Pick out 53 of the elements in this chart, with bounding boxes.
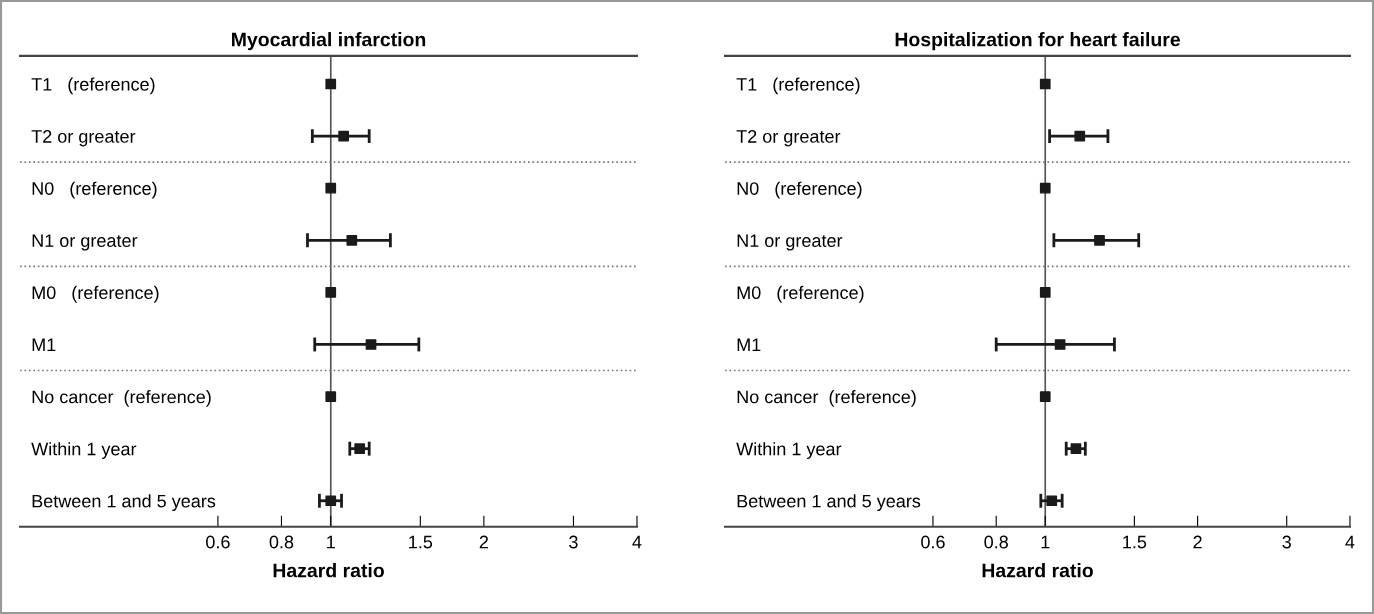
x-tick-label: 0.8 <box>984 535 1008 549</box>
x-axis-title: Hazard ratio <box>273 563 384 578</box>
y-tick-label: T2 or greater <box>31 130 136 147</box>
point <box>365 339 377 350</box>
point <box>1074 130 1086 142</box>
y-tick-label: T2 or greater <box>736 130 841 147</box>
y-tick-label: Within 1 year <box>736 442 842 459</box>
x-tick-label: 4 <box>1345 535 1355 549</box>
point <box>325 391 337 402</box>
point <box>346 234 358 246</box>
y-tick-label: Within 1 year <box>31 442 137 459</box>
x-tick-label: 0.8 <box>269 535 294 549</box>
point <box>325 78 337 90</box>
x-tick-label: 3 <box>569 535 578 549</box>
point <box>1046 495 1058 507</box>
x-tick-label: 2 <box>479 535 488 549</box>
point <box>1039 78 1051 90</box>
point <box>354 443 366 455</box>
y-tick-label: No cancer (reference) <box>737 390 916 407</box>
x-tick-label: 1 <box>1041 535 1050 549</box>
x-tick-label: 0.6 <box>206 535 230 549</box>
point <box>1039 287 1051 298</box>
y-tick-label: M0 (reference) <box>32 285 159 303</box>
y-tick-label: N0 (reference) <box>737 181 862 199</box>
chart-title: Myocardial infarction <box>232 32 426 51</box>
chart-title: Hospitalization for heart failure <box>895 32 1180 51</box>
y-tick-label: M0 (reference) <box>737 285 864 303</box>
y-tick-label: M1 <box>737 338 761 352</box>
point <box>1039 391 1051 402</box>
point <box>325 287 337 298</box>
y-tick-label: Between 1 and 5 years <box>737 494 921 512</box>
y-tick-label: N1 or greater <box>32 234 138 251</box>
y-tick-label: Between 1 and 5 years <box>32 494 216 512</box>
point <box>338 130 349 142</box>
point <box>1070 443 1082 455</box>
x-tick-label: 2 <box>1193 535 1202 549</box>
y-tick-label: N1 or greater <box>737 234 843 251</box>
x-tick-label: 3 <box>1282 535 1291 549</box>
y-tick-label: T1 (reference) <box>736 77 860 95</box>
y-tick-label: T1 (reference) <box>31 77 155 95</box>
x-tick-label: 0.6 <box>921 535 945 549</box>
y-tick-label: M1 <box>32 338 56 352</box>
x-axis-title: Hazard ratio <box>982 563 1093 578</box>
point <box>1039 182 1051 194</box>
x-tick-label: 1 <box>327 535 335 549</box>
x-tick-label: 1.5 <box>409 535 433 549</box>
point <box>1054 339 1066 350</box>
point <box>325 182 337 194</box>
point <box>325 495 337 507</box>
x-tick-label: 1.5 <box>1123 535 1147 549</box>
y-tick-label: No cancer (reference) <box>32 390 211 407</box>
x-tick-label: 4 <box>632 535 642 549</box>
y-tick-label: N0 (reference) <box>32 181 157 199</box>
